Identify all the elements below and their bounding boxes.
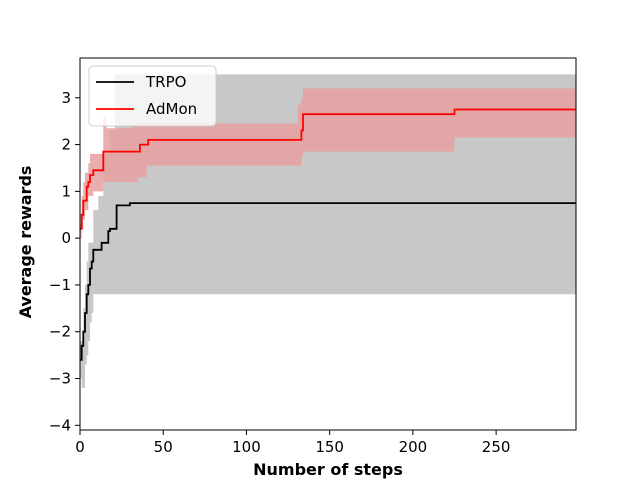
x-axis-title: Number of steps [253, 460, 403, 479]
y-tick-label: −1 [49, 276, 71, 294]
x-tick-label: 100 [232, 438, 261, 456]
x-tick-label: 50 [154, 438, 173, 456]
axes [79, 57, 577, 431]
legend-label-trpo: TRPO [145, 73, 186, 91]
y-axis-title: Average rewards [16, 166, 35, 319]
y-tick-label: −2 [49, 323, 71, 341]
legend-box [88, 65, 217, 127]
y-tick-label: −3 [49, 370, 71, 388]
y-tick-label: 1 [61, 182, 71, 200]
y-tick-label: 0 [61, 229, 71, 247]
plot-frame [79, 57, 577, 431]
line-admon [80, 108, 576, 230]
x-tick-label: 200 [399, 438, 428, 456]
x-tick-label: 0 [75, 438, 85, 456]
series-lines [80, 108, 576, 361]
legend: TRPO AdMon [88, 65, 217, 127]
y-tick-label: −4 [49, 416, 71, 434]
y-tick-label: 3 [61, 89, 71, 107]
legend-label-admon: AdMon [146, 100, 197, 118]
y-tick-label: 2 [61, 136, 71, 154]
x-tick-label: 150 [315, 438, 344, 456]
ticks: 0 50 100 150 200 250 −4 −3 −2 −1 0 1 2 3 [49, 89, 511, 456]
x-tick-label: 250 [482, 438, 511, 456]
line-trpo [80, 202, 576, 361]
